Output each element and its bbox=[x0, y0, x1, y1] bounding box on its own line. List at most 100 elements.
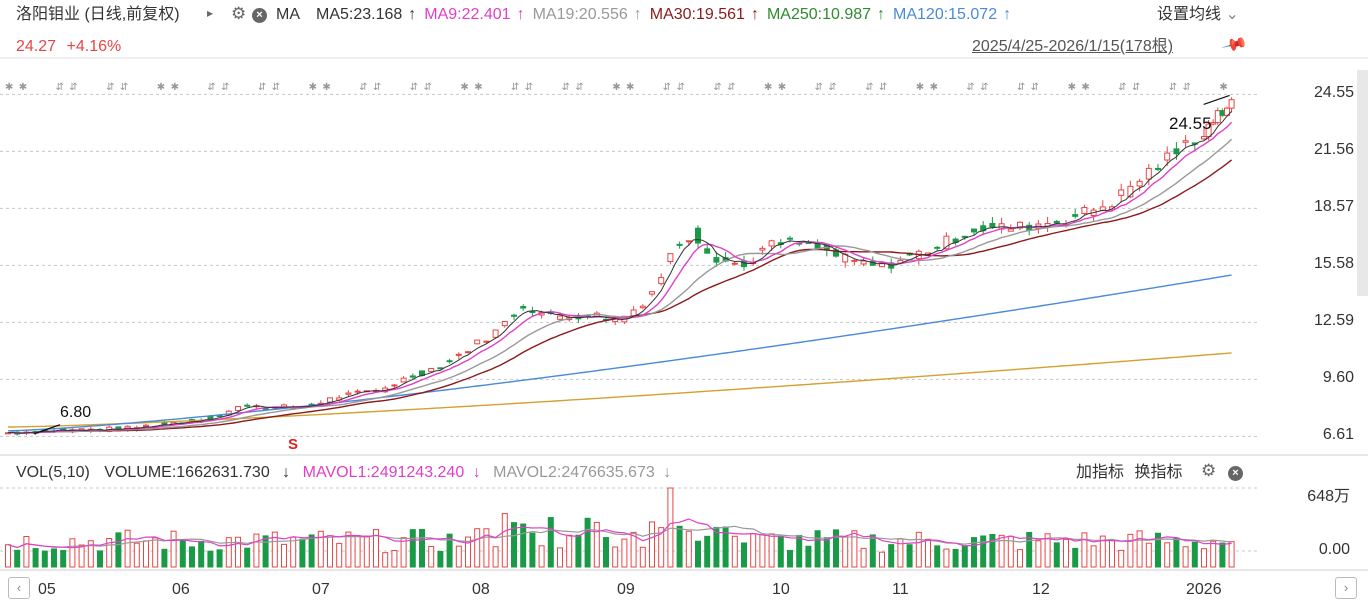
ma-trend-arrow-icon: ↑ bbox=[1003, 6, 1012, 23]
volume-bar bbox=[593, 521, 600, 568]
volume-bar bbox=[943, 548, 950, 568]
volume-bar bbox=[906, 544, 913, 568]
price-tick: 24.55 bbox=[1313, 84, 1354, 102]
volume-bar bbox=[667, 487, 674, 568]
scroll-left-button[interactable]: ‹ bbox=[8, 577, 30, 599]
event-marker-icon: ⇵ bbox=[980, 82, 988, 93]
candle-body bbox=[649, 291, 655, 295]
volume-bar bbox=[78, 544, 85, 568]
volume-bar bbox=[777, 535, 784, 568]
volume-bar bbox=[1182, 546, 1189, 568]
event-marker-icon: ✱ bbox=[309, 82, 317, 93]
price-tick: 9.60 bbox=[1322, 369, 1354, 387]
volume-bar bbox=[1035, 540, 1042, 568]
volume-bar bbox=[961, 545, 968, 568]
candle-body bbox=[428, 367, 435, 373]
volume-bar bbox=[207, 550, 214, 568]
ma-value-2: MA19:20.556 bbox=[532, 6, 628, 23]
volume-bar bbox=[216, 549, 223, 568]
volume-bar bbox=[354, 535, 361, 568]
volume-bar bbox=[759, 534, 766, 568]
candle-body bbox=[557, 315, 563, 320]
indicator-close-icon[interactable]: × bbox=[1228, 465, 1243, 483]
volume-bar bbox=[501, 513, 508, 568]
event-marker-icon: ⇵ bbox=[56, 82, 64, 93]
volume-bar bbox=[32, 548, 39, 568]
event-marker-icon: ⇵ bbox=[879, 82, 887, 93]
ma-trend-arrow-icon: ↑ bbox=[516, 6, 525, 23]
volume-bar bbox=[796, 534, 803, 568]
volume-bar bbox=[474, 528, 481, 568]
stock-title[interactable]: 洛阳钼业 (日线,前复权) bbox=[16, 6, 180, 23]
event-marker-icon: ⇵ bbox=[727, 82, 735, 93]
event-marker-icon: ✱ bbox=[157, 82, 165, 93]
candle-body bbox=[759, 247, 766, 251]
high-arrow bbox=[1203, 94, 1230, 105]
volume-bar bbox=[925, 538, 931, 568]
volume-header: VOL(5,10) VOLUME:1662631.730 ↓ MAVOL1:24… bbox=[16, 463, 671, 483]
mavol1-value: MAVOL1:2491243.240 bbox=[302, 464, 465, 481]
volume-bar bbox=[262, 535, 269, 568]
volume-bar bbox=[603, 537, 609, 568]
candle-body bbox=[492, 329, 499, 338]
candle-body bbox=[391, 384, 398, 387]
volume-bar bbox=[823, 537, 830, 568]
event-marker-icon: ✱ bbox=[460, 82, 468, 93]
volume-bar bbox=[244, 547, 251, 568]
event-marker-icon: ✱ bbox=[930, 82, 938, 93]
volume-bar bbox=[731, 535, 738, 568]
candle-body bbox=[731, 262, 738, 265]
mavol2-value: MAVOL2:2476635.673 bbox=[493, 464, 655, 481]
ma-close-icon[interactable]: × bbox=[252, 7, 267, 25]
candle-body bbox=[860, 260, 867, 265]
x-axis-label: 07 bbox=[312, 581, 330, 598]
volume-bar bbox=[308, 534, 315, 568]
ma-trend-arrow-icon: ↑ bbox=[877, 6, 886, 23]
add-indicator-button[interactable]: 加指标 bbox=[1076, 464, 1125, 481]
mavol1-arrow-icon: ↓ bbox=[472, 464, 481, 481]
candle-body bbox=[879, 262, 885, 268]
candle-body bbox=[1201, 136, 1207, 140]
chevron-down-icon[interactable]: ⌄ bbox=[1225, 6, 1239, 23]
expand-arrow-icon[interactable]: ▸ bbox=[207, 6, 214, 20]
low-price-label: 6.80 bbox=[60, 404, 92, 421]
volume-bar bbox=[1145, 542, 1152, 568]
price-tick: 21.56 bbox=[1313, 141, 1354, 159]
volume-bar bbox=[225, 537, 232, 568]
ma-settings-gear-icon[interactable]: ⚙ bbox=[231, 4, 247, 23]
event-marker-icon: ✱ bbox=[764, 82, 772, 93]
date-range[interactable]: 2025/4/25-2026/1/15(178根) bbox=[972, 38, 1174, 55]
volume-bar bbox=[133, 542, 140, 568]
event-marker-icon: ⇵ bbox=[1132, 82, 1140, 93]
volume-bar bbox=[1109, 539, 1115, 568]
volume-bar bbox=[915, 531, 922, 568]
volume-bar bbox=[235, 536, 241, 568]
indicator-controls: 加指标 换指标 bbox=[1076, 463, 1182, 483]
set-ma-button[interactable]: 设置均线 ⌄ bbox=[1157, 5, 1239, 25]
switch-indicator-button[interactable]: 换指标 bbox=[1134, 464, 1183, 481]
event-marker-icon: ⇵ bbox=[359, 82, 367, 93]
candle-body bbox=[345, 392, 352, 395]
event-marker-icon: ⇵ bbox=[815, 82, 823, 93]
event-marker-icon: ⇵ bbox=[272, 82, 280, 93]
volume-bar bbox=[198, 540, 205, 568]
indicator-gear-icon[interactable]: ⚙ bbox=[1201, 461, 1217, 480]
candle-body bbox=[1182, 140, 1189, 143]
ma-values-row: MA5:23.168 ↑ MA9:22.401 ↑ MA19:20.556 ↑ MA30:1… bbox=[316, 5, 1019, 25]
scroll-right-button[interactable]: › bbox=[1335, 577, 1357, 599]
event-marker-icon: ⇵ bbox=[966, 82, 974, 93]
candle-body bbox=[520, 306, 527, 309]
set-ma-label[interactable]: 设置均线 bbox=[1157, 6, 1222, 23]
candle-body bbox=[409, 375, 416, 378]
volume-bar bbox=[934, 545, 941, 568]
volume-bar bbox=[446, 533, 453, 568]
ma120-line bbox=[7, 274, 1232, 432]
event-marker-icon: ⇵ bbox=[511, 82, 519, 93]
volume-bar bbox=[741, 542, 747, 568]
mavol2-arrow-icon: ↓ bbox=[663, 464, 672, 481]
candle-body bbox=[511, 314, 517, 317]
volume-bar bbox=[290, 536, 297, 568]
volume-bar bbox=[879, 551, 885, 568]
event-marker-icon: ⇵ bbox=[120, 82, 128, 93]
